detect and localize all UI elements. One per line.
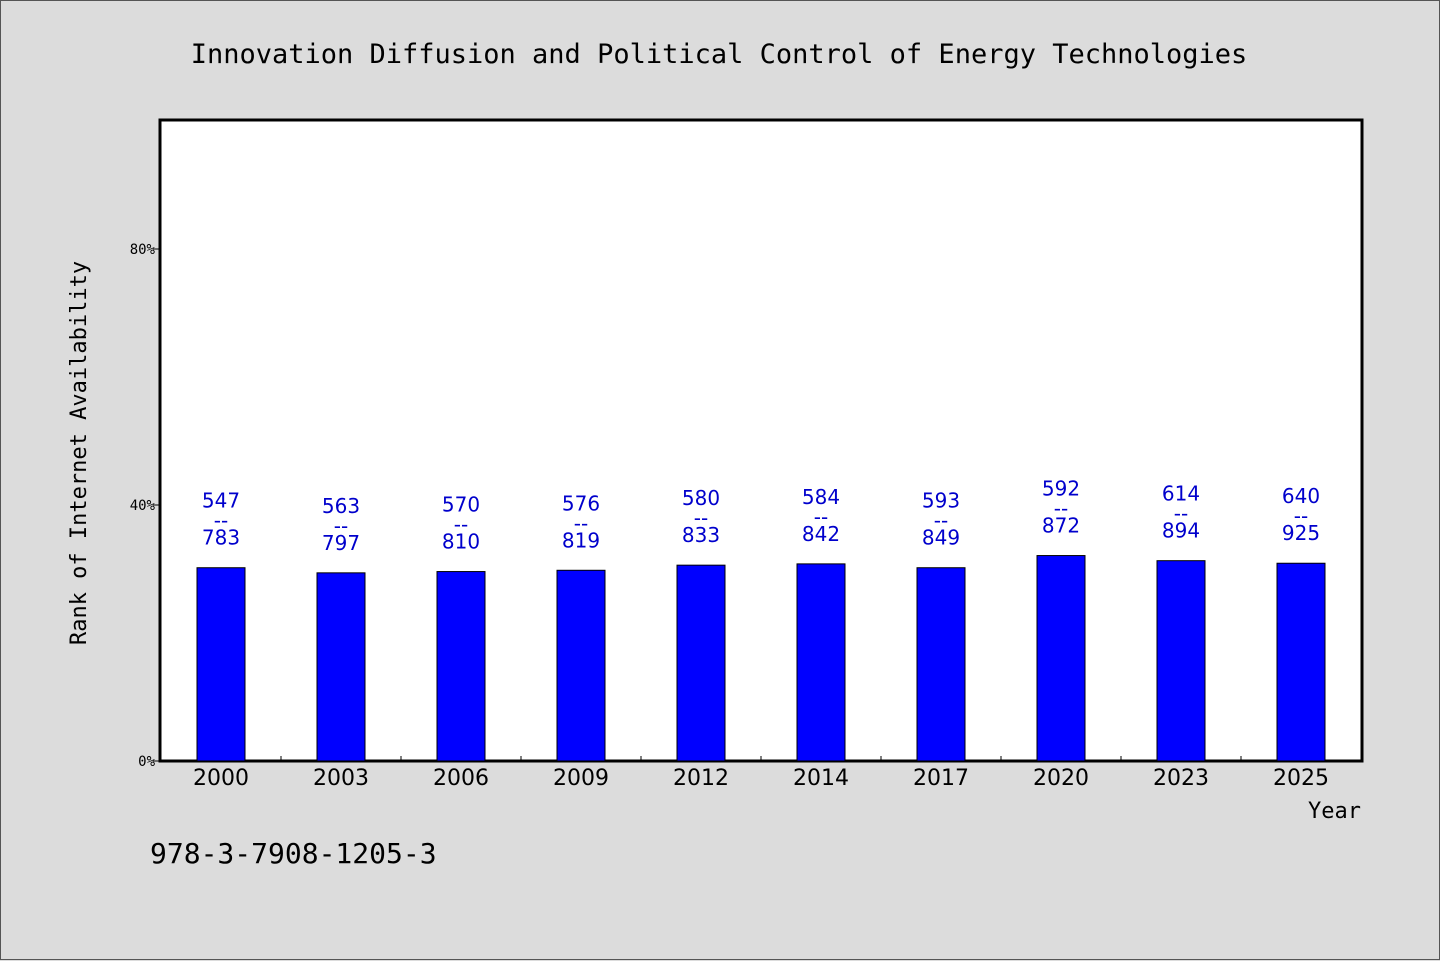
bars-group <box>196 555 1326 762</box>
y-tick-label: 40% <box>130 498 156 514</box>
data-label-top: 584 <box>802 485 840 509</box>
bar <box>436 571 486 762</box>
x-tick-label: 2009 <box>553 766 609 791</box>
x-tick-label: 2014 <box>793 766 849 791</box>
data-label-separator: -- <box>694 506 708 530</box>
isbn-label: 978-3-7908-1205-3 <box>150 837 437 870</box>
y-tick-label: 0% <box>138 754 155 770</box>
data-label-bottom: 894 <box>1162 519 1200 543</box>
bar <box>316 572 366 762</box>
data-label-bottom: 842 <box>802 522 840 546</box>
bar <box>796 563 846 762</box>
data-label-separator: -- <box>454 513 468 537</box>
bar <box>556 569 606 762</box>
x-tick-label: 2006 <box>433 766 489 791</box>
data-label-top: 640 <box>1282 484 1320 508</box>
data-label-separator: -- <box>1054 497 1068 521</box>
data-labels-group: 783--547797--563810--570819--576833--580… <box>202 477 1320 555</box>
data-label-separator: -- <box>334 514 348 538</box>
bar <box>1036 555 1086 762</box>
data-label-bottom: 797 <box>322 531 360 555</box>
x-tick-label: 2017 <box>913 766 969 791</box>
data-label-separator: -- <box>814 505 828 529</box>
data-label-top: 563 <box>322 494 360 518</box>
data-label-separator: -- <box>574 511 588 535</box>
x-tick-label: 2003 <box>313 766 369 791</box>
data-label-top: 576 <box>562 491 600 515</box>
x-tick-label: 2023 <box>1153 766 1209 791</box>
bar <box>196 567 246 762</box>
data-label-bottom: 872 <box>1042 514 1080 538</box>
data-label-bottom: 819 <box>562 528 600 552</box>
x-tick-label: 2000 <box>193 766 249 791</box>
data-label-separator: -- <box>1294 504 1308 528</box>
y-tick-label: 80% <box>130 242 156 258</box>
bar <box>676 564 726 762</box>
data-label-top: 547 <box>202 489 240 513</box>
data-label-separator: -- <box>1174 502 1188 526</box>
data-label-bottom: 849 <box>922 526 960 550</box>
data-label-separator: -- <box>934 509 948 533</box>
x-axis: 2000 2003 2006 2009 2012 2014 2017 2020 2023 2025 <box>193 756 1329 791</box>
bar <box>916 567 966 762</box>
data-label-bottom: 783 <box>202 526 240 550</box>
data-label-bottom: 925 <box>1282 521 1320 545</box>
x-axis-label: Year <box>1308 799 1361 824</box>
bar <box>1156 560 1206 762</box>
data-label-bottom: 810 <box>442 530 480 554</box>
x-tick-label: 2012 <box>673 766 729 791</box>
x-tick-label: 2025 <box>1273 766 1329 791</box>
data-label-top: 614 <box>1162 482 1200 506</box>
y-axis-label: Rank of Internet Availability <box>67 261 92 645</box>
y-axis: 0% 40% 80% <box>130 242 161 770</box>
data-label-top: 570 <box>442 493 480 517</box>
bar <box>1276 562 1326 762</box>
data-label-top: 593 <box>922 489 960 513</box>
data-label-bottom: 833 <box>682 523 720 547</box>
data-label-top: 592 <box>1042 477 1080 501</box>
x-tick-label: 2020 <box>1033 766 1089 791</box>
data-label-separator: -- <box>214 509 228 533</box>
chart-title: Innovation Diffusion and Political Contr… <box>191 39 1248 70</box>
data-label-top: 580 <box>682 486 720 510</box>
